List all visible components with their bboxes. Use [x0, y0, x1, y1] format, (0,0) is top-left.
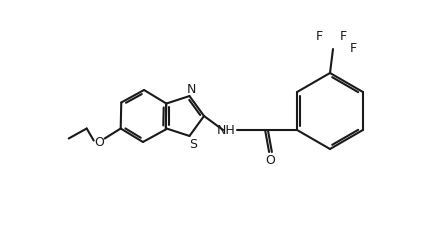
Text: O: O: [94, 135, 104, 148]
Text: NH: NH: [217, 123, 236, 136]
Text: F: F: [350, 41, 357, 54]
Text: O: O: [265, 154, 276, 167]
Text: F: F: [339, 30, 346, 43]
Text: F: F: [315, 30, 323, 43]
Text: N: N: [187, 82, 196, 95]
Text: S: S: [190, 138, 198, 151]
